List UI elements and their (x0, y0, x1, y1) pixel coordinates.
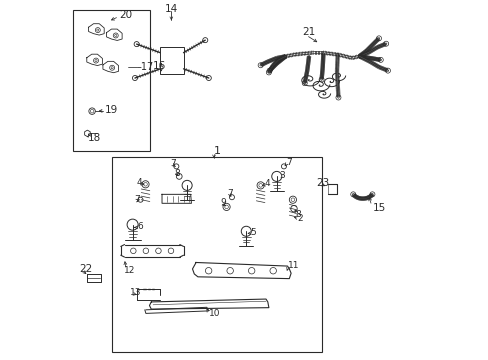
Text: 7: 7 (134, 195, 140, 204)
Text: 2: 2 (297, 214, 303, 223)
Bar (73, 10, 150, 151)
Text: 4: 4 (264, 179, 270, 188)
Text: 6: 6 (137, 222, 142, 231)
Text: 1: 1 (213, 146, 220, 156)
Text: 22: 22 (79, 264, 92, 274)
Text: 8: 8 (295, 210, 301, 219)
Text: 8: 8 (174, 169, 180, 178)
Text: 21: 21 (301, 27, 314, 37)
Text: 5: 5 (250, 228, 256, 237)
Text: 12: 12 (124, 266, 136, 275)
Text: 7: 7 (285, 158, 291, 167)
Text: 20: 20 (120, 10, 133, 20)
Text: 10: 10 (208, 309, 220, 318)
Text: 7: 7 (170, 159, 176, 168)
Text: –17: –17 (137, 62, 154, 72)
Text: 16: 16 (153, 61, 166, 71)
Text: 7: 7 (227, 189, 233, 198)
Text: 19: 19 (104, 105, 118, 115)
Text: 13: 13 (129, 288, 141, 297)
Text: 18: 18 (88, 133, 101, 143)
Text: 11: 11 (287, 261, 299, 270)
Text: 23: 23 (316, 178, 329, 188)
Text: 14: 14 (164, 4, 178, 14)
Bar (112, 157, 321, 352)
Text: 3: 3 (279, 171, 285, 180)
Bar (160, 47, 183, 74)
Text: 9: 9 (220, 198, 225, 207)
Text: 4: 4 (137, 178, 142, 187)
Text: 15: 15 (372, 203, 386, 213)
